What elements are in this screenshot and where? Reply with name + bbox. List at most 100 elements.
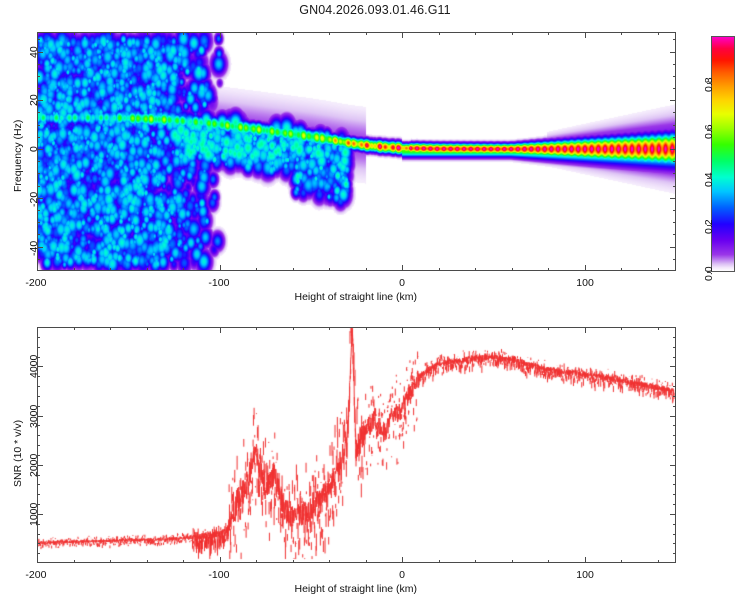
y-tick-label: 2000: [28, 453, 40, 477]
axis-tick: [37, 484, 40, 485]
spectrogram-x-axis-label: Height of straight line (km): [294, 291, 418, 303]
axis-tick: [673, 222, 676, 223]
axis-tick: [673, 534, 676, 535]
axis-tick: [670, 416, 676, 417]
axis-tick: [621, 327, 622, 330]
axis-tick: [37, 259, 40, 260]
axis-tick: [37, 376, 40, 377]
axis-tick: [673, 484, 676, 485]
axis-tick: [220, 32, 221, 38]
axis-tick: [74, 327, 75, 330]
x-tick-label: -100: [208, 277, 230, 289]
axis-tick: [673, 39, 676, 40]
axis-tick: [673, 234, 676, 235]
axis-tick: [37, 416, 43, 417]
axis-tick: [329, 268, 330, 271]
axis-tick: [147, 327, 148, 330]
axis-tick: [256, 268, 257, 271]
spectrogram-image: [38, 33, 675, 270]
axis-tick: [37, 198, 43, 199]
axis-tick: [475, 327, 476, 330]
axis-tick: [37, 557, 38, 563]
colorbar-tick-label: 0.8: [703, 77, 715, 92]
axis-tick: [673, 435, 676, 436]
axis-tick: [37, 455, 40, 456]
axis-tick: [512, 327, 513, 330]
axis-tick: [293, 560, 294, 563]
axis-tick: [183, 327, 184, 330]
axis-tick: [673, 425, 676, 426]
axis-tick: [548, 327, 549, 330]
axis-tick: [673, 455, 676, 456]
snr-panel: [37, 327, 676, 563]
axis-tick: [37, 357, 40, 358]
y-tick-label: 1000: [28, 502, 40, 526]
spectrogram-y-axis-label: Frequency (Hz): [12, 119, 24, 192]
axis-tick: [512, 268, 513, 271]
snr-x-axis-label: Height of straight line (km): [294, 583, 418, 595]
axis-tick: [329, 560, 330, 563]
axis-tick: [37, 386, 40, 387]
axis-tick: [673, 543, 676, 544]
axis-tick: [707, 225, 711, 226]
colorbar: [711, 36, 735, 272]
axis-tick: [37, 64, 40, 65]
colorbar-gradient: [712, 37, 734, 271]
axis-tick: [670, 198, 676, 199]
axis-tick: [585, 557, 586, 563]
axis-tick: [548, 32, 549, 35]
axis-tick: [673, 347, 676, 348]
axis-tick: [37, 445, 40, 446]
y-tick-label: 0: [28, 146, 40, 152]
axis-tick: [366, 268, 367, 271]
x-tick-label: -200: [25, 569, 47, 581]
axis-tick: [147, 268, 148, 271]
axis-tick: [673, 524, 676, 525]
axis-tick: [110, 327, 111, 330]
axis-tick: [110, 268, 111, 271]
axis-tick: [37, 210, 40, 211]
axis-tick: [74, 560, 75, 563]
axis-tick: [670, 514, 676, 515]
axis-tick: [37, 327, 38, 333]
axis-tick: [585, 265, 586, 271]
axis-tick: [673, 161, 676, 162]
axis-tick: [673, 112, 676, 113]
axis-tick: [37, 435, 40, 436]
axis-tick: [658, 32, 659, 35]
axis-tick: [37, 475, 40, 476]
axis-tick: [37, 514, 43, 515]
axis-tick: [585, 32, 586, 38]
axis-tick: [673, 125, 676, 126]
axis-tick: [366, 327, 367, 330]
axis-tick: [37, 52, 43, 53]
axis-tick: [439, 32, 440, 35]
axis-tick: [670, 149, 676, 150]
axis-tick: [475, 32, 476, 35]
axis-tick: [37, 112, 40, 113]
axis-tick: [402, 265, 403, 271]
axis-tick: [37, 161, 40, 162]
axis-tick: [37, 234, 40, 235]
axis-tick: [37, 347, 40, 348]
axis-tick: [673, 210, 676, 211]
axis-tick: [475, 268, 476, 271]
axis-tick: [512, 560, 513, 563]
axis-tick: [256, 32, 257, 35]
axis-tick: [329, 32, 330, 35]
axis-tick: [670, 366, 676, 367]
axis-tick: [673, 76, 676, 77]
axis-tick: [673, 475, 676, 476]
axis-tick: [37, 406, 40, 407]
axis-tick: [293, 327, 294, 330]
axis-tick: [293, 32, 294, 35]
axis-tick: [707, 178, 711, 179]
axis-tick: [37, 396, 40, 397]
axis-tick: [37, 222, 40, 223]
axis-tick: [673, 553, 676, 554]
axis-tick: [256, 327, 257, 330]
axis-tick: [673, 173, 676, 174]
snr-y-axis-label: SNR (10 * v/v): [12, 419, 24, 487]
x-tick-label: 0: [399, 569, 405, 581]
